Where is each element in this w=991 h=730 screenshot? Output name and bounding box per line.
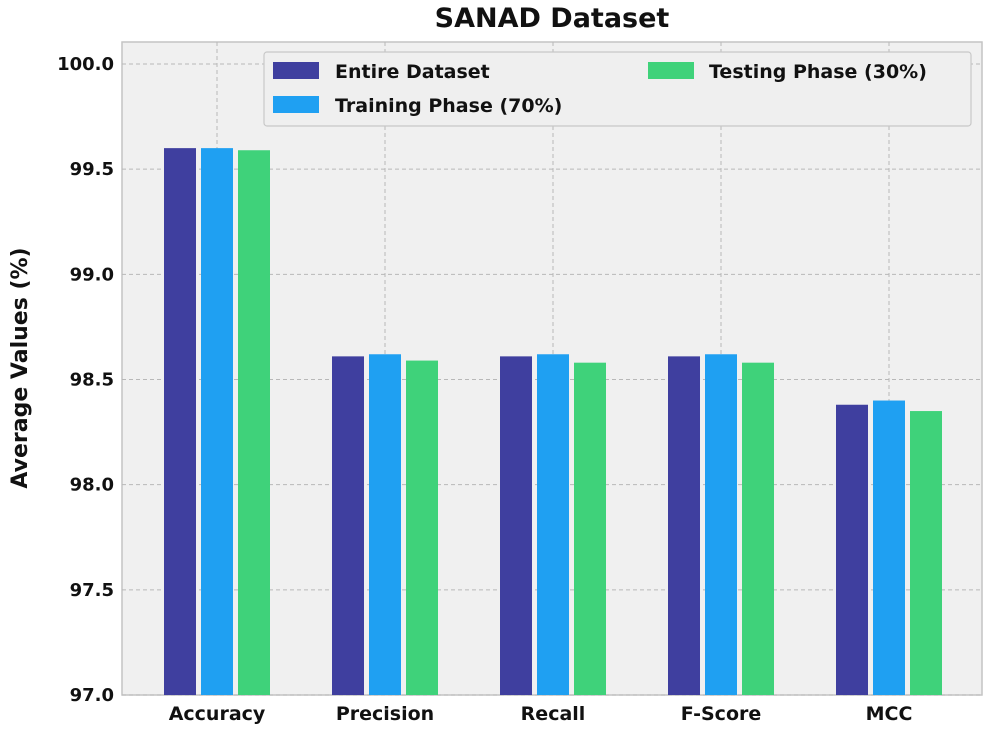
y-axis-ticks: 97.0 97.5 98.0 98.5 99.0 99.5 100.0 (57, 54, 114, 706)
legend: Entire Dataset Training Phase (70%) Test… (263, 51, 972, 127)
bar-recall-series-1 (500, 356, 532, 695)
bar-precision-series-1 (332, 356, 364, 695)
legend-label-training-phase: Training Phase (70%) (335, 95, 562, 117)
x-tick-label: F-Score (681, 703, 762, 725)
y-tick-label: 97.0 (70, 685, 114, 706)
x-tick-label: MCC (866, 703, 913, 725)
bar-accuracy-series-2 (201, 148, 233, 696)
bar-f-score-series-3 (742, 362, 774, 695)
bar-precision-series-3 (406, 360, 438, 695)
bar-precision-series-2 (369, 354, 401, 695)
bar-accuracy-series-1 (164, 148, 196, 696)
bar-mcc-series-1 (836, 404, 868, 695)
x-tick-label: Recall (521, 703, 586, 725)
y-tick-label: 99.0 (70, 264, 114, 285)
y-tick-label: 98.0 (70, 475, 114, 496)
x-tick-label: Precision (336, 703, 434, 725)
x-axis-ticks: Accuracy Precision Recall F-Score MCC (169, 703, 913, 725)
bar-recall-series-2 (537, 354, 569, 695)
bar-f-score-series-1 (668, 356, 700, 695)
bar-recall-series-3 (574, 362, 606, 695)
bar-accuracy-series-3 (238, 150, 270, 695)
x-tick-label: Accuracy (169, 703, 266, 725)
bar-mcc-series-2 (873, 400, 905, 695)
bar-mcc-series-3 (910, 411, 942, 695)
legend-label-entire-dataset: Entire Dataset (335, 61, 490, 83)
legend-label-testing-phase: Testing Phase (30%) (709, 61, 927, 83)
legend-swatch-entire-dataset (273, 62, 319, 79)
y-axis-label: Average Values (%) (8, 247, 33, 488)
y-tick-label: 100.0 (57, 54, 114, 75)
bars-layer (164, 148, 942, 696)
chart-title: SANAD Dataset (435, 3, 670, 34)
legend-swatch-training-phase (273, 96, 319, 113)
legend-box (263, 51, 972, 127)
y-tick-label: 97.5 (70, 580, 114, 601)
y-tick-label: 99.5 (70, 159, 114, 180)
legend-swatch-testing-phase (648, 62, 694, 79)
y-tick-label: 98.5 (70, 370, 114, 391)
bar-f-score-series-2 (705, 354, 737, 695)
